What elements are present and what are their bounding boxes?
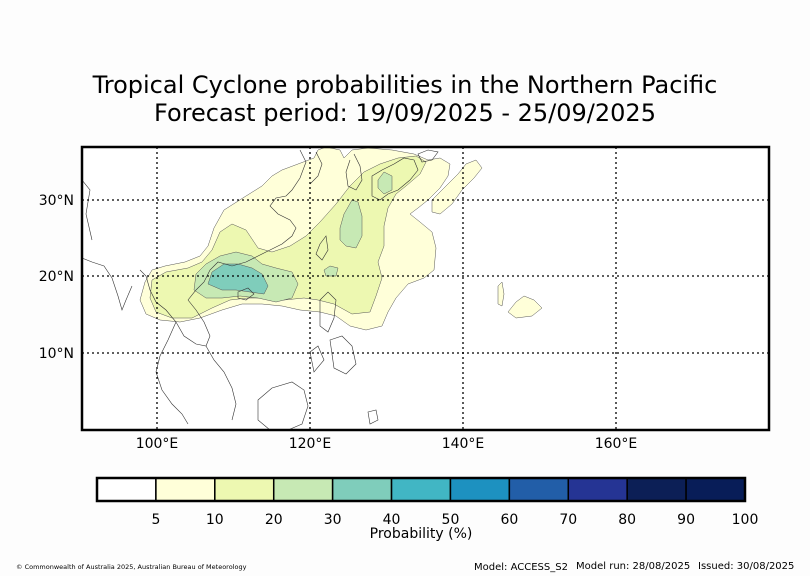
colorbar-segment [272,477,334,502]
copyright-text: © Commonwealth of Australia 2025, Austra… [16,563,247,571]
colorbar [96,477,746,502]
probability-area-30pct [207,263,269,295]
colorbar-segment [96,477,157,502]
colorbar-ticks: 5 10 20 30 40 50 60 70 80 90 100 [151,512,758,528]
colorbar-frame [95,476,747,503]
chart-title-line2: Forecast period: 19/09/2025 - 25/09/2025 [154,99,656,127]
lon-label-160e: 160°E [595,436,638,452]
colorbar-segment [567,477,628,502]
lon-label-100e: 100°E [136,436,179,452]
probability-area-20pct-tiny [323,265,339,277]
probability-area-20pct-north [339,199,363,249]
probability-area-5pct-north [431,159,483,215]
lat-label-10n: 10°N [39,346,74,362]
lon-label-120e: 120°E [289,436,332,452]
colorbar-segment [390,477,452,502]
colorbar-segment [449,477,511,502]
issued-text: Issued: 30/08/2025 [698,561,795,572]
colorbar-tick-label: 5 [151,512,160,528]
colorbar-tick-label: 100 [732,512,759,528]
colorbar-tick-label: 20 [265,512,283,528]
probability-area-5pct-east-small [497,281,505,307]
colorbar-tick-label: 10 [206,512,224,528]
coastlines [82,149,439,430]
chart-title-line1: Tropical Cyclone probabilities in the No… [92,71,718,99]
colorbar-segment [508,477,570,502]
colorbar-segment [331,477,393,502]
gridlines [82,147,769,430]
colorbar-label: Probability (%) [370,526,473,542]
colorbar-tick-label: 30 [324,512,342,528]
colorbar-tick-label: 90 [677,512,695,528]
colorbar-segment [214,477,275,502]
colorbar-tick-label: 80 [618,512,636,528]
colorbar-tick-label: 50 [442,512,460,528]
colorbar-segment [155,477,216,502]
colorbar-segment [626,477,687,502]
colorbar-tick-label: 40 [383,512,401,528]
colorbar-segment [685,477,746,502]
lon-label-140e: 140°E [442,436,485,452]
model-text: Model: ACCESS_S2 [474,562,568,573]
lat-label-20n: 20°N [39,269,74,285]
colorbar-tick-label: 60 [500,512,518,528]
model-run-text: Model run: 28/08/2025 [576,561,691,572]
colorbar-tick-label: 70 [559,512,577,528]
map-frame [80,145,771,432]
probability-area-20pct-small [377,171,393,195]
lat-label-30n: 30°N [39,193,74,209]
probability-area-5pct-east [507,295,543,319]
